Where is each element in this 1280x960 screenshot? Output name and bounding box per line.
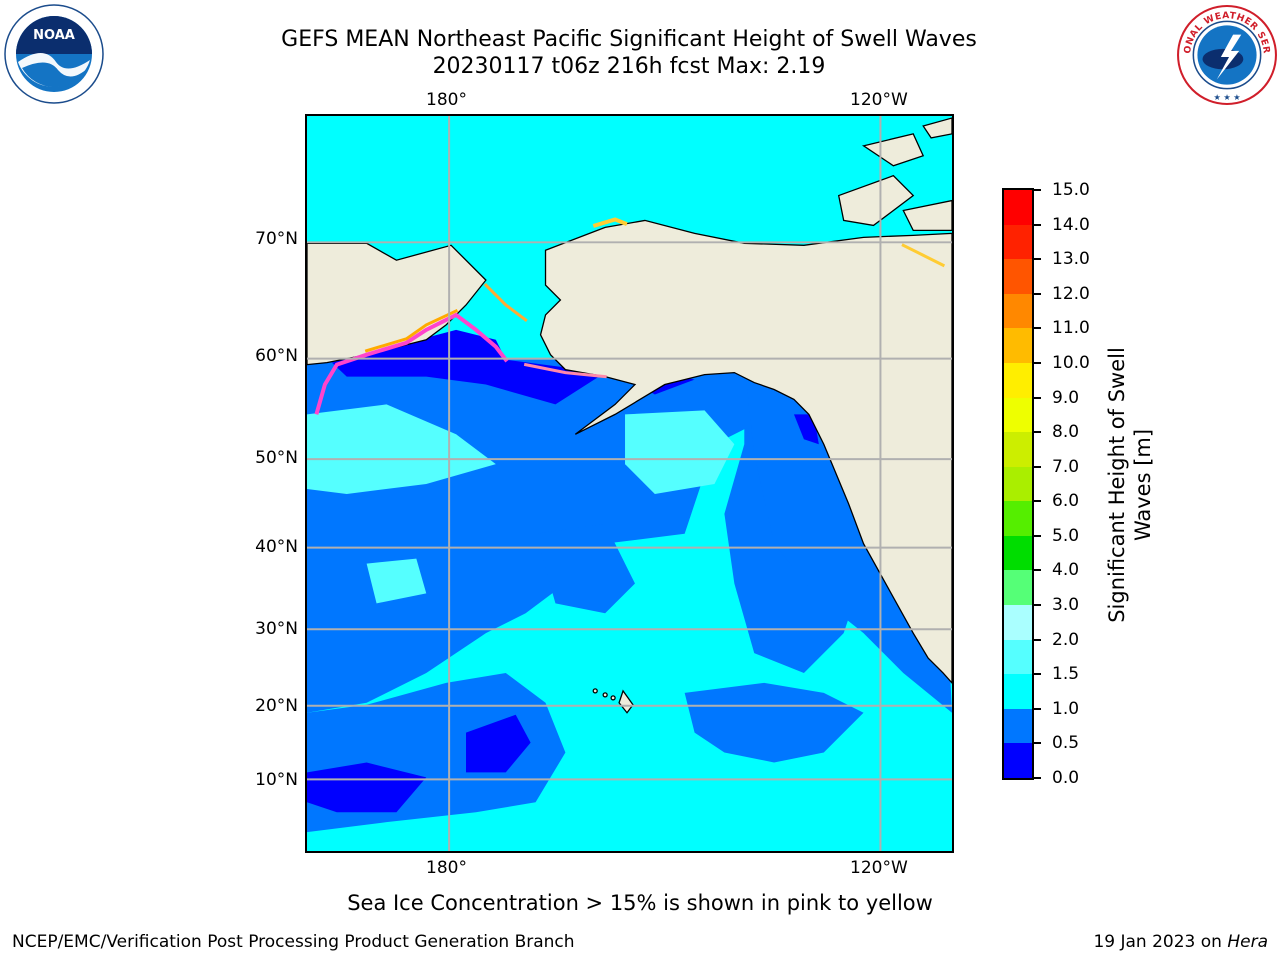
- nws-logo: NATIONAL WEATHER SERVICE ★ ★ ★: [1176, 4, 1277, 105]
- lat-label-40n: 40°N: [255, 537, 298, 557]
- colorbar-segment: [1004, 362, 1032, 398]
- colorbar-tick-label: 1.5: [1052, 664, 1080, 685]
- colorbar-tick-mark: [1034, 777, 1041, 779]
- sea-ice-caption: Sea Ice Concentration > 15% is shown in …: [347, 891, 933, 915]
- colorbar-tick-mark: [1034, 431, 1041, 434]
- colorbar-segment: [1004, 466, 1032, 502]
- land: [307, 117, 952, 714]
- colorbar-tick-mark: [1034, 742, 1041, 745]
- colorbar-segment: [1004, 604, 1032, 640]
- noaa-logo-text: NOAA: [33, 28, 75, 43]
- colorbar-segment: [1004, 742, 1032, 778]
- colorbar-tick-mark: [1034, 258, 1041, 261]
- colorbar-tick-label: 6.0: [1052, 491, 1080, 512]
- footer-credit: NCEP/EMC/Verification Post Processing Pr…: [12, 932, 575, 952]
- colorbar-segment: [1004, 293, 1032, 329]
- colorbar-segment: [1004, 708, 1032, 744]
- colorbar-tick-label: 8.0: [1052, 422, 1080, 443]
- svg-text:★ ★ ★: ★ ★ ★: [1213, 92, 1240, 102]
- colorbar-tick-label: 11.0: [1052, 318, 1090, 339]
- colorbar-tick-label: 0.5: [1052, 733, 1080, 754]
- colorbar-tick-label: 15.0: [1052, 180, 1090, 200]
- colorbar-label: Significant Height of Swell Waves [m]: [1104, 347, 1156, 623]
- colorbar-tick-label: 0.0: [1052, 768, 1080, 788]
- colorbar-tick-label: 13.0: [1052, 249, 1090, 270]
- footer-date-text: 19 Jan 2023 on: [1093, 932, 1228, 952]
- band-0p0-0p5: [331, 329, 606, 405]
- colorbar-tick-mark: [1034, 707, 1041, 710]
- noaa-logo: NOAA: [4, 4, 104, 104]
- colorbar-segment: [1004, 189, 1032, 225]
- lat-label-70n: 70°N: [255, 229, 298, 249]
- lon-label-top-120w: 120°W: [850, 90, 908, 110]
- colorbar-segment: [1004, 397, 1032, 433]
- colorbar-tick-mark: [1034, 396, 1041, 399]
- colorbar-tick-label: 10.0: [1052, 352, 1090, 373]
- colorbar-tick-mark: [1034, 327, 1041, 330]
- colorbar-tick-mark: [1034, 465, 1041, 468]
- colorbar-segment: [1004, 673, 1032, 709]
- colorbar-segment: [1004, 500, 1032, 536]
- footer-date: 19 Jan 2023 on Hera: [1093, 932, 1268, 952]
- colorbar-tick-mark: [1034, 569, 1041, 572]
- chart-title: GEFS MEAN Northeast Pacific Significant …: [281, 27, 977, 52]
- lat-label-30n: 30°N: [255, 619, 298, 639]
- colorbar-tick-mark: [1034, 292, 1041, 295]
- colorbar-tick-label: 1.0: [1052, 698, 1080, 719]
- colorbar-tick-mark: [1034, 361, 1041, 364]
- lat-label-10n: 10°N: [255, 770, 298, 790]
- colorbar-tick-label: 3.0: [1052, 595, 1080, 616]
- colorbar-segment: [1004, 535, 1032, 571]
- lon-label-bottom-180: 180°: [426, 858, 467, 878]
- colorbar-tick-label: 4.0: [1052, 560, 1080, 581]
- colorbar-label-line2: Waves [m]: [1131, 428, 1155, 542]
- colorbar-segment: [1004, 569, 1032, 606]
- sea-ice-edge: [314, 217, 946, 415]
- colorbar-segment: [1004, 431, 1032, 467]
- colorbar-segment: [1004, 639, 1032, 675]
- colorbar-tick-mark: [1034, 638, 1041, 641]
- colorbar-tick-label: 14.0: [1052, 214, 1090, 235]
- colorbar-tick-mark: [1034, 673, 1041, 676]
- lon-label-bottom-120w: 120°W: [850, 858, 908, 878]
- colorbar-tick-mark: [1034, 500, 1041, 503]
- colorbar-segment: [1004, 327, 1032, 363]
- colorbar-tick-mark: [1034, 189, 1041, 191]
- colorbar-tick-label: 7.0: [1052, 456, 1080, 477]
- colorbar-tick-mark: [1034, 534, 1041, 537]
- graticule: [307, 116, 952, 851]
- lat-label-60n: 60°N: [255, 346, 298, 366]
- colorbar-label-line1: Significant Height of Swell: [1105, 347, 1129, 623]
- footer-host: Hera: [1227, 932, 1268, 952]
- lat-label-20n: 20°N: [255, 696, 298, 716]
- colorbar-segment: [1004, 258, 1032, 294]
- colorbar-tick-label: 5.0: [1052, 525, 1080, 546]
- colorbar-segment: [1004, 224, 1032, 260]
- lon-label-top-180: 180°: [426, 90, 467, 110]
- colorbar-tick-label: 9.0: [1052, 387, 1080, 408]
- swell-height-map: [305, 114, 954, 853]
- colorbar-tick-mark: [1034, 223, 1041, 226]
- lat-label-50n: 50°N: [255, 448, 298, 468]
- colorbar: [1002, 188, 1034, 780]
- colorbar-tick-label: 12.0: [1052, 283, 1090, 304]
- colorbar-tick-mark: [1034, 604, 1041, 607]
- colorbar-tick-label: 2.0: [1052, 629, 1080, 650]
- chart-subtitle: 20230117 t06z 216h fcst Max: 2.19: [432, 54, 826, 79]
